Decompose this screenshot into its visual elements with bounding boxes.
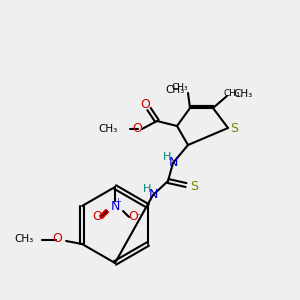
Text: CH₃: CH₃: [15, 234, 34, 244]
Text: N: N: [168, 157, 178, 169]
Text: H: H: [143, 184, 151, 194]
Text: O: O: [140, 98, 150, 110]
Text: O: O: [132, 122, 142, 136]
Text: O: O: [52, 232, 62, 245]
Text: O: O: [128, 211, 138, 224]
Text: CH₃: CH₃: [224, 89, 240, 98]
Text: CH₃: CH₃: [166, 85, 185, 95]
Text: CH₃: CH₃: [172, 83, 188, 92]
Text: +: +: [115, 196, 122, 206]
Text: S: S: [230, 122, 238, 134]
Text: N: N: [148, 188, 158, 202]
Text: O: O: [92, 211, 102, 224]
Text: CH₃: CH₃: [99, 124, 118, 134]
Text: ⁻: ⁻: [135, 212, 141, 222]
Text: N: N: [110, 200, 120, 214]
Text: S: S: [190, 181, 198, 194]
Text: H: H: [163, 152, 171, 162]
Text: CH₃: CH₃: [233, 89, 252, 99]
